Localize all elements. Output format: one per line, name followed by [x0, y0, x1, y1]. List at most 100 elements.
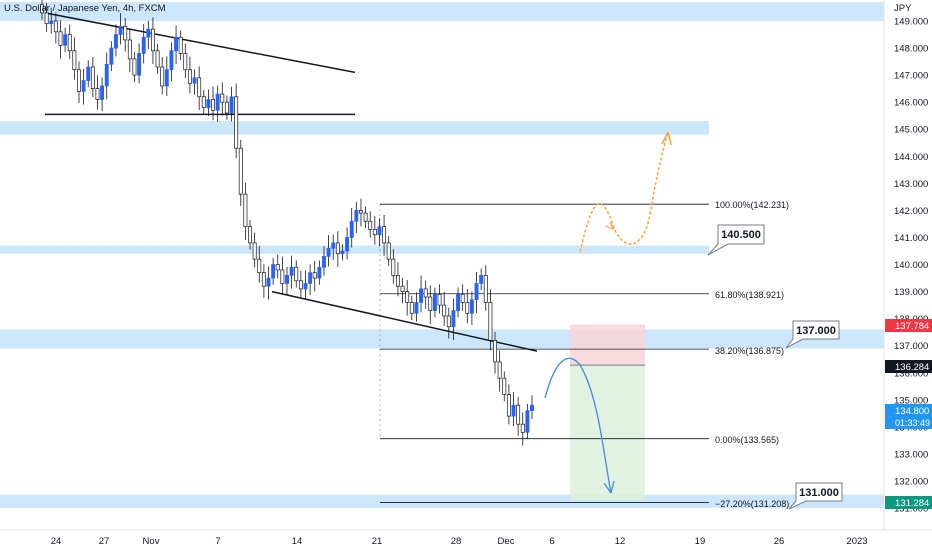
time-axis[interactable]: 24 27 Nov 7 14 21 28 Dec 6 12 19 26 2023 [0, 529, 932, 550]
blue-arrowhead [603, 480, 615, 494]
sr-zone [0, 494, 884, 509]
candle-body [141, 36, 146, 54]
callout-137-000-text: 137.000 [796, 325, 836, 337]
price-axis[interactable]: JPY 149.000 148.000 147.000 146.000 145.000 1… [883, 0, 932, 550]
price-tick: 136.000 [894, 368, 928, 379]
callout-137-000[interactable]: 137.000 [785, 320, 840, 349]
candle-body [405, 291, 410, 303]
price-tick: 145.000 [894, 125, 928, 136]
time-tick: 19 [695, 536, 706, 547]
orange-projection-arrow [579, 131, 669, 253]
candle-body [377, 226, 382, 236]
candle-body [423, 288, 428, 298]
time-tick: Dec [498, 536, 515, 547]
candle-body [474, 283, 479, 301]
trendlines[interactable] [44, 12, 538, 352]
candle-body [432, 293, 437, 311]
candle-body [456, 293, 460, 311]
candle-body [160, 66, 165, 87]
candle-body [331, 242, 336, 249]
price-tag-last: 134.800 01:33:49 [885, 404, 932, 429]
candle-body [187, 69, 192, 84]
candle-body [395, 275, 400, 287]
candle-body [220, 93, 225, 103]
price-tag-target: 131.284 [885, 496, 932, 509]
short-position-tool[interactable] [570, 324, 645, 501]
candle-body [197, 77, 202, 98]
support-resistance-zones [0, 2, 884, 509]
candle-body [483, 275, 488, 303]
candle-body [312, 272, 317, 279]
candle-body [502, 377, 507, 395]
candle-body [289, 266, 294, 276]
candle-body [77, 69, 81, 92]
candle-body [271, 264, 276, 279]
candle-body [178, 36, 183, 54]
candle-body [183, 53, 188, 71]
fib-100-label: 100.00%(142.231) [715, 200, 789, 210]
candle-body [409, 302, 414, 314]
candle-body [229, 96, 234, 114]
price-tick: 141.000 [894, 233, 928, 244]
price-tag-last-text: 134.800 [895, 406, 929, 417]
fib-618-label: 61.80%(138.921) [715, 290, 784, 300]
time-tick: 12 [615, 536, 626, 547]
price-tick: 131.000 [894, 504, 928, 515]
callout-140-500[interactable]: 140.500 [707, 224, 765, 256]
sr-zone [0, 2, 884, 21]
sr-zone [0, 329, 884, 349]
upper-trendline [44, 12, 356, 74]
candle-body [211, 99, 215, 111]
candle-body [100, 85, 105, 100]
candle-body [206, 99, 211, 108]
candle-body [53, 20, 58, 33]
candle-body [224, 101, 229, 114]
candle-body [109, 47, 114, 65]
candle-body [150, 28, 155, 52]
time-tick: 2023 [846, 536, 867, 547]
candle-body [465, 302, 470, 314]
candle-body [345, 237, 350, 252]
candle-body [469, 299, 474, 314]
price-tick: 143.000 [894, 179, 928, 190]
price-callouts[interactable]: 140.500 137.000 131.000 [707, 224, 843, 510]
candle-body [446, 315, 451, 328]
candle-body [391, 258, 396, 276]
candle-body [493, 339, 497, 363]
candle-body [266, 277, 271, 287]
candle-body [506, 394, 511, 417]
price-tag-entry-text: 136.284 [895, 362, 929, 373]
callout-140-500-text: 140.500 [721, 229, 761, 241]
time-tick: 21 [372, 536, 383, 547]
candle-body [127, 39, 132, 60]
time-tick: 28 [451, 536, 462, 547]
candle-body [400, 285, 405, 292]
price-tick: 137.000 [894, 341, 928, 352]
candle-body [382, 226, 387, 244]
candle-body [419, 288, 424, 303]
candle-body [118, 26, 123, 35]
candle-body [368, 220, 373, 230]
price-tick: 139.000 [894, 287, 928, 298]
time-tick: 26 [774, 536, 785, 547]
candle-body [349, 220, 354, 238]
price-tick: 140.000 [894, 260, 928, 271]
price-tick: 144.000 [894, 152, 928, 163]
candle-body [386, 242, 391, 260]
candle-body [252, 242, 257, 260]
price-tick: 142.000 [894, 206, 928, 217]
candle-body [308, 272, 313, 284]
callout-131-000[interactable]: 131.000 [788, 482, 843, 510]
candle-body [322, 256, 326, 268]
candle-body [201, 96, 206, 108]
candle-body [58, 31, 63, 46]
price-tag-countdown: 01:33:49 [895, 418, 930, 428]
price-tick: 132.000 [894, 477, 928, 488]
candle-body [49, 20, 54, 25]
risk-zone [570, 324, 645, 366]
candle-body [257, 258, 262, 274]
candle-body [215, 93, 220, 111]
candle-body [81, 80, 86, 92]
candle-body [40, 4, 44, 14]
